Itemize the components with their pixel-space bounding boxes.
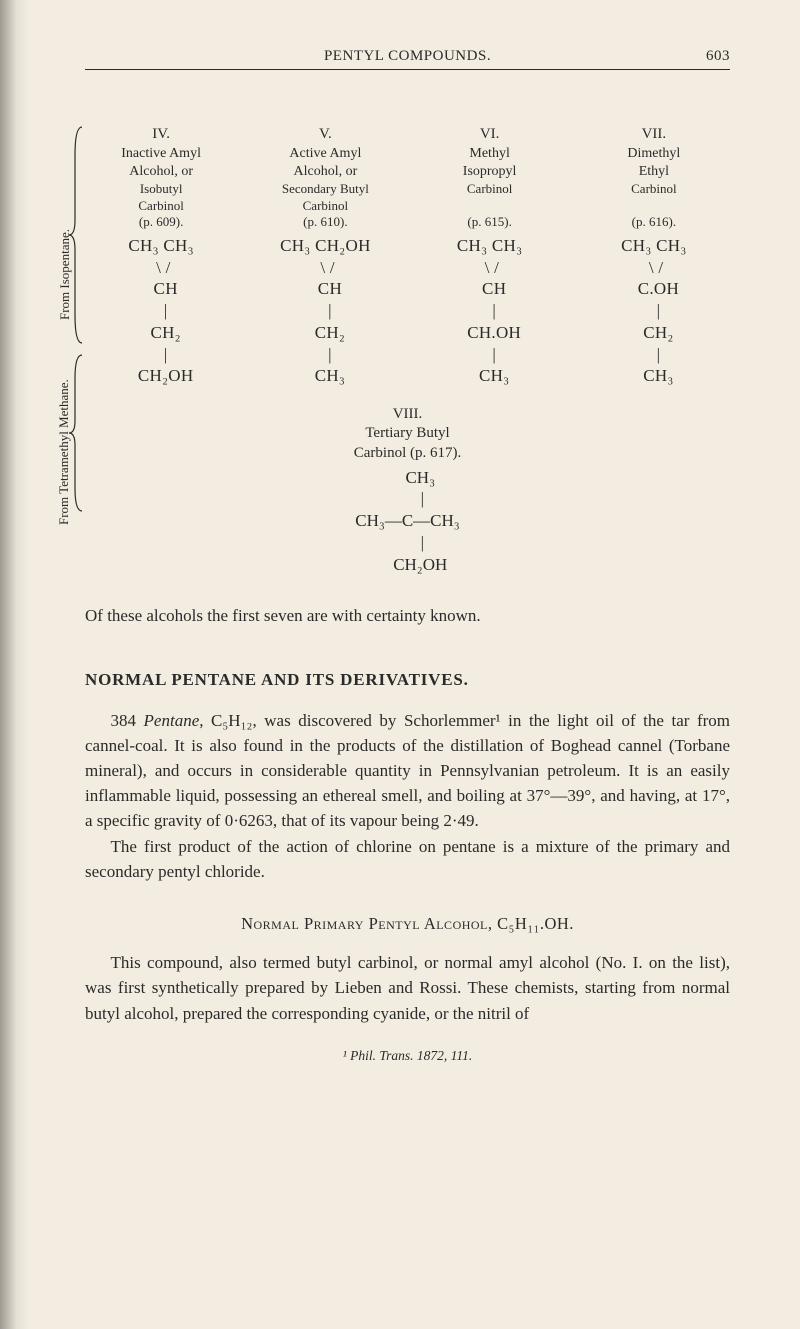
compound-name: Tertiary Butyl bbox=[85, 424, 730, 443]
footnote: ¹ Phil. Trans. 1872, 111. bbox=[85, 1048, 730, 1064]
compound-name: Carbinol bbox=[249, 198, 401, 215]
compound-name: Carbinol bbox=[85, 198, 237, 215]
compound-formula: CH₃ CH₃ \ / C.OH | CH₂ | CH₃ bbox=[578, 235, 730, 387]
paragraph: This compound, also termed butyl carbino… bbox=[85, 950, 730, 1025]
compound-roman: IV. bbox=[85, 125, 237, 144]
section-heading: NORMAL PENTANE AND ITS DERIVATIVES. bbox=[85, 667, 730, 692]
compound-pageref: (p. 615). bbox=[414, 214, 566, 231]
compound-name: Dimethyl bbox=[578, 145, 730, 163]
paragraph: Of these alcohols the first seven are wi… bbox=[85, 603, 730, 628]
running-head-center: PENTYL COMPOUNDS. bbox=[324, 48, 491, 65]
compound-name bbox=[578, 198, 730, 215]
compound-grid: From Isopentane. From Tetramethyl Methan… bbox=[85, 125, 730, 575]
compound-name bbox=[414, 198, 566, 215]
compound-name: Carbinol bbox=[578, 181, 730, 198]
running-head-right: 603 bbox=[491, 48, 730, 65]
compound-col-vi: VI. Methyl Isopropyl Carbinol (p. 615). … bbox=[414, 125, 566, 387]
compound-viii: VIII. Tertiary Butyl Carbinol (p. 617). … bbox=[85, 405, 730, 575]
paragraph-384: 384 Pentane, C₅H₁₂, was discovered by Sc… bbox=[85, 708, 730, 834]
compound-formula: CH₃ | CH₃—C—CH₃ | CH₂OH bbox=[85, 467, 730, 576]
compound-col-v: V. Active Amyl Alcohol, or Secondary But… bbox=[249, 125, 401, 387]
formula-inline: C₅H₁₂, bbox=[204, 711, 265, 730]
compound-name: Carbinol bbox=[414, 181, 566, 198]
compound-pageref: (p. 610). bbox=[249, 214, 401, 231]
compound-name: Ethyl bbox=[578, 163, 730, 181]
side-label-isopentane: From Isopentane. bbox=[57, 229, 73, 320]
compound-name: Carbinol (p. 617). bbox=[85, 444, 730, 463]
compound-formula: CH₃ CH₃ \ / CH | CH₂ | CH₂OH bbox=[85, 235, 237, 387]
compound-roman: VIII. bbox=[85, 405, 730, 424]
paragraph: The first product of the action of chlor… bbox=[85, 834, 730, 884]
side-label-tetramethyl: From Tetramethyl Methane. bbox=[57, 379, 71, 525]
compound-formula: CH₃ CH₃ \ / CH | CH.OH | CH₃ bbox=[414, 235, 566, 387]
compound-name: Inactive Amyl bbox=[85, 145, 237, 163]
page-container: PENTYL COMPOUNDS. 603 From Isopentane. F… bbox=[0, 0, 800, 1124]
footnote-text: ¹ Phil. Trans. 1872, 111. bbox=[343, 1048, 473, 1063]
compound-name: Alcohol, or bbox=[85, 163, 237, 181]
header-rule bbox=[85, 69, 730, 70]
compound-name: Isopropyl bbox=[414, 163, 566, 181]
compound-roman: VII. bbox=[578, 125, 730, 144]
body-text-block: Of these alcohols the first seven are wi… bbox=[85, 603, 730, 1025]
compound-name: Alcohol, or bbox=[249, 163, 401, 181]
compound-roman: VI. bbox=[414, 125, 566, 144]
compound-col-iv: IV. Inactive Amyl Alcohol, or Isobutyl C… bbox=[85, 125, 237, 387]
compound-columns: IV. Inactive Amyl Alcohol, or Isobutyl C… bbox=[85, 125, 730, 387]
running-head: PENTYL COMPOUNDS. 603 bbox=[85, 48, 730, 65]
compound-col-vii: VII. Dimethyl Ethyl Carbinol (p. 616). C… bbox=[578, 125, 730, 387]
running-head-left bbox=[85, 48, 324, 65]
compound-roman: V. bbox=[249, 125, 401, 144]
term-pentane: Pentane, bbox=[136, 711, 204, 730]
para-number: 384 bbox=[111, 711, 137, 730]
compound-name: Secondary Butyl bbox=[249, 181, 401, 198]
compound-pageref: (p. 616). bbox=[578, 214, 730, 231]
compound-formula: CH₃ CH₂OH \ / CH | CH₂ | CH₃ bbox=[249, 235, 401, 387]
compound-pageref: (p. 609). bbox=[85, 214, 237, 231]
compound-name: Active Amyl bbox=[249, 145, 401, 163]
sub-heading: Normal Primary Pentyl Alcohol, C₅H₁₁.OH. bbox=[85, 912, 730, 936]
compound-name: Isobutyl bbox=[85, 181, 237, 198]
compound-name: Methyl bbox=[414, 145, 566, 163]
